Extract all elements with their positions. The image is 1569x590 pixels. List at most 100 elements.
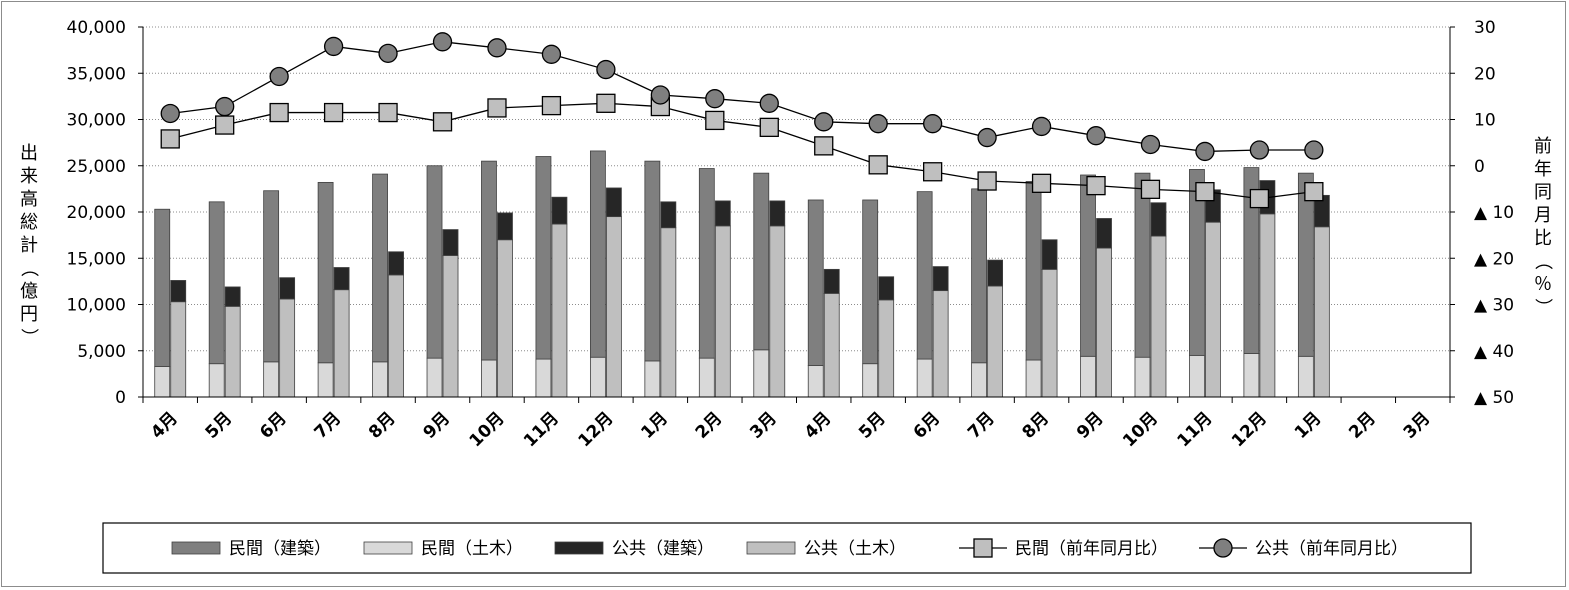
left-axis-title-char: 億	[20, 281, 38, 302]
public-yoy-point	[1031, 116, 1052, 137]
bar-private-civil	[644, 360, 661, 398]
private-yoy-point	[487, 98, 507, 118]
bar-private-civil	[971, 362, 988, 398]
private-yoy-point	[596, 93, 616, 113]
left-axis-title-char: 総	[20, 212, 38, 233]
bar-private-building	[753, 172, 770, 351]
bar-public-building	[987, 259, 1004, 287]
x-tick-label: 3月	[746, 408, 781, 443]
bar-private-civil	[1297, 355, 1314, 398]
bar-public-civil	[224, 305, 241, 398]
bar-private-civil	[862, 363, 879, 398]
private-yoy-point	[977, 171, 997, 191]
left-axis-title-char: ）	[18, 328, 39, 346]
bar-private-building	[589, 150, 606, 358]
legend-item-3-swatch	[554, 541, 604, 555]
bar-public-building	[605, 187, 622, 218]
bar-public-building	[932, 266, 949, 292]
bar-private-civil	[916, 358, 933, 398]
public-yoy-point	[160, 103, 180, 124]
public-yoy-point	[596, 59, 616, 80]
private-yoy-point	[759, 117, 779, 138]
x-tick-label: 8月	[1019, 408, 1054, 443]
bar-public-building	[333, 267, 350, 291]
bar-public-civil	[1041, 268, 1058, 398]
x-tick-label: 10月	[466, 408, 509, 451]
public-yoy-point	[215, 96, 235, 117]
bar-private-building	[916, 191, 933, 360]
bar-private-building	[807, 199, 824, 366]
public-yoy-point	[269, 66, 289, 87]
x-tick-labels: 4月 5月 6月 7月 8月 9月 10月 11月 12月 1月 2月 3月 4月 5月 6月 7月 8月 9月 1…	[147, 408, 1434, 451]
x-tick-label: 12月	[1228, 408, 1271, 451]
bar-private-building	[1025, 181, 1042, 361]
public-yoy-point	[650, 85, 671, 105]
left-axis-title-char: 円	[20, 304, 38, 325]
bar-private-building	[481, 160, 497, 361]
public-yoy-line	[170, 41, 1314, 153]
x-tick-label: 5月	[855, 408, 890, 443]
gridlines	[143, 26, 1450, 352]
left-tick-label: 20,000	[67, 203, 126, 223]
left-tick-label: 25,000	[67, 157, 126, 177]
public-yoy-point	[1140, 134, 1161, 155]
bar-private-civil	[589, 356, 606, 398]
bar-public-civil	[388, 274, 404, 398]
bar-public-building	[769, 200, 786, 227]
private-yoy-point	[541, 95, 562, 116]
bar-private-building	[317, 181, 334, 364]
bar-private-civil	[1134, 356, 1151, 398]
right-axis-title-char: 前	[1534, 136, 1552, 157]
bar-private-building	[154, 208, 171, 367]
private-yoy-line	[170, 102, 1314, 200]
right-tick-labels: 30 20 10 0 ▲ 10 ▲ 20 ▲ 30 ▲ 40 ▲ 50	[1474, 18, 1514, 408]
bar-public-civil	[769, 225, 786, 398]
legend-item-6-marker	[1213, 538, 1233, 558]
x-tick-label: 10月	[1119, 408, 1162, 451]
private-yoy-point	[1195, 181, 1215, 202]
bar-public-building	[551, 196, 568, 225]
left-tick-label: 30,000	[67, 111, 126, 131]
bar-private-civil	[426, 357, 443, 398]
private-yoy-point	[1249, 188, 1270, 209]
bar-public-civil	[1259, 213, 1276, 398]
bar-public-civil	[170, 301, 187, 398]
private-yoy-point	[160, 129, 180, 149]
bar-private-building	[535, 156, 552, 360]
bar-private-building	[426, 165, 443, 359]
x-tick-label: 1月	[1291, 408, 1326, 443]
right-tick-label: 10	[1474, 111, 1496, 131]
bar-public-civil	[333, 289, 350, 398]
legend-item-2-swatch	[363, 541, 413, 555]
legend-item-3-label: 公共（建築）	[612, 539, 714, 559]
bar-public-building	[1041, 239, 1058, 270]
private-yoy-point	[922, 162, 943, 182]
right-axis-title-char: 同	[1534, 182, 1552, 203]
private-yoy-point	[705, 110, 725, 131]
bar-public-building	[170, 280, 187, 303]
x-tick-label: 2月	[692, 408, 727, 443]
private-yoy-point	[215, 115, 235, 135]
bar-private-building	[208, 201, 225, 365]
public-yoy-point	[922, 114, 943, 134]
x-tick-label: 9月	[1073, 408, 1108, 443]
x-tick-label: 3月	[1400, 408, 1435, 443]
legend-item-1-label: 民間（建築）	[229, 539, 331, 559]
left-tick-label: 40,000	[67, 18, 126, 38]
legend-item-4-label: 公共（土木）	[804, 539, 906, 559]
x-tick-label: 11月	[1174, 408, 1217, 451]
right-tick-label: ▲ 30	[1474, 296, 1514, 316]
bar-private-civil	[263, 361, 280, 398]
public-yoy-point	[1304, 140, 1324, 160]
x-tick-label: 4月	[147, 408, 182, 443]
public-yoy-point	[378, 43, 398, 64]
bar-public-building	[1096, 218, 1112, 249]
private-yoy-point	[378, 102, 398, 123]
legend-item-1-swatch	[171, 541, 221, 555]
bar-public-building	[1150, 202, 1167, 237]
private-yoy-point	[868, 155, 888, 175]
bar-private-building	[698, 168, 715, 359]
bar-private-civil	[1189, 354, 1205, 398]
